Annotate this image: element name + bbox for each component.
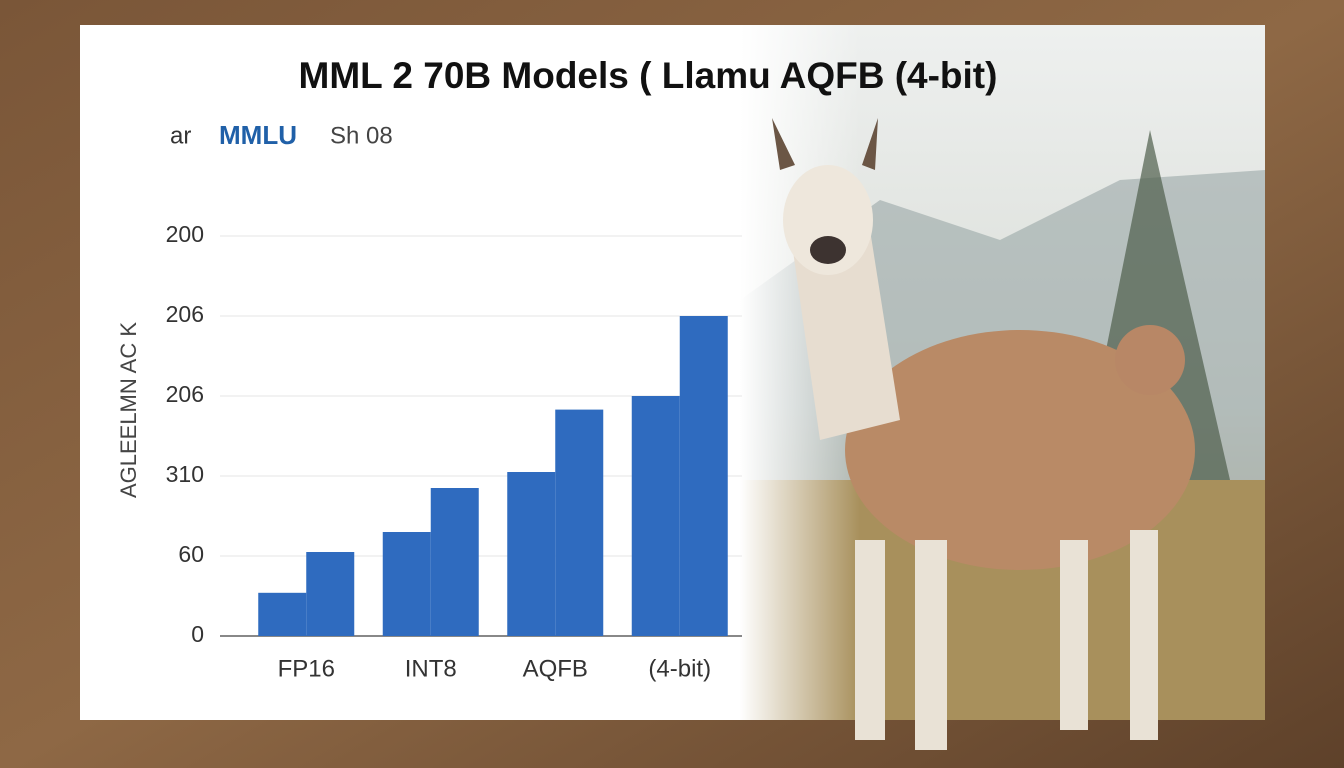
bar xyxy=(306,552,355,636)
x-tick-label: INT8 xyxy=(405,655,457,682)
y-axis-label: AGLEELMN AC K xyxy=(116,322,141,498)
bar xyxy=(679,316,728,636)
bar xyxy=(555,409,604,636)
x-tick-label: FP16 xyxy=(278,655,335,682)
bar xyxy=(258,592,307,636)
subtitle-text: ar xyxy=(170,122,191,149)
subtitle-metric: MMLU xyxy=(219,120,297,150)
bar xyxy=(631,396,680,636)
y-tick-label: 310 xyxy=(166,461,204,487)
subtitle-text: Sh 08 xyxy=(330,122,393,149)
x-tick-label: (4-bit) xyxy=(648,655,711,682)
y-tick-label: 60 xyxy=(178,541,204,567)
bar xyxy=(507,472,556,636)
y-tick-label: 206 xyxy=(166,301,204,327)
chart-title: MML 2 70B Models ( Llamu AQFB (4-bit) xyxy=(299,55,998,96)
photo xyxy=(740,25,1265,750)
bar xyxy=(430,488,479,636)
y-tick-label: 206 xyxy=(166,381,204,407)
bar xyxy=(382,532,431,636)
y-tick-label: 200 xyxy=(166,221,204,247)
y-tick-label: 0 xyxy=(191,621,204,647)
x-tick-label: AQFB xyxy=(523,655,588,682)
